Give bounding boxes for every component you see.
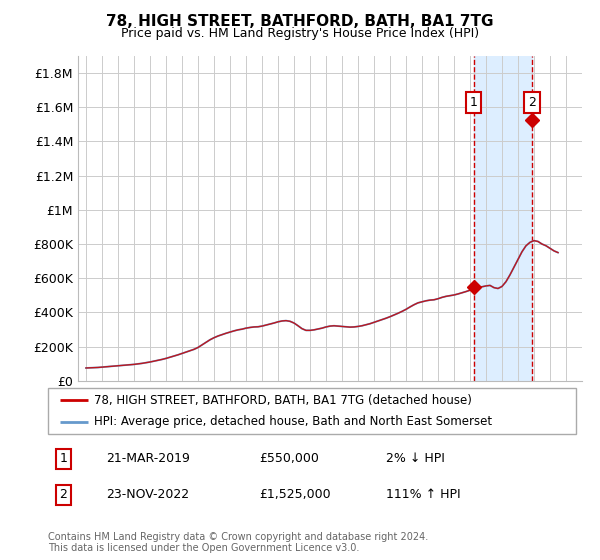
Text: £1,525,000: £1,525,000 — [259, 488, 331, 501]
Bar — [473, 56, 532, 381]
Text: 111% ↑ HPI: 111% ↑ HPI — [386, 488, 461, 501]
Text: Contains HM Land Registry data © Crown copyright and database right 2024.
This d: Contains HM Land Registry data © Crown c… — [48, 531, 428, 553]
Text: 2% ↓ HPI: 2% ↓ HPI — [386, 452, 445, 465]
Text: 23-NOV-2022: 23-NOV-2022 — [106, 488, 189, 501]
Text: HPI: Average price, detached house, Bath and North East Somerset: HPI: Average price, detached house, Bath… — [94, 415, 493, 428]
Text: Price paid vs. HM Land Registry's House Price Index (HPI): Price paid vs. HM Land Registry's House … — [121, 27, 479, 40]
Text: 2: 2 — [529, 96, 536, 109]
Text: 2: 2 — [59, 488, 67, 501]
Text: 78, HIGH STREET, BATHFORD, BATH, BA1 7TG: 78, HIGH STREET, BATHFORD, BATH, BA1 7TG — [106, 14, 494, 29]
Text: 1: 1 — [59, 452, 67, 465]
Text: 21-MAR-2019: 21-MAR-2019 — [106, 452, 190, 465]
Text: 1: 1 — [470, 96, 478, 109]
Text: £550,000: £550,000 — [259, 452, 319, 465]
Text: 78, HIGH STREET, BATHFORD, BATH, BA1 7TG (detached house): 78, HIGH STREET, BATHFORD, BATH, BA1 7TG… — [94, 394, 472, 407]
